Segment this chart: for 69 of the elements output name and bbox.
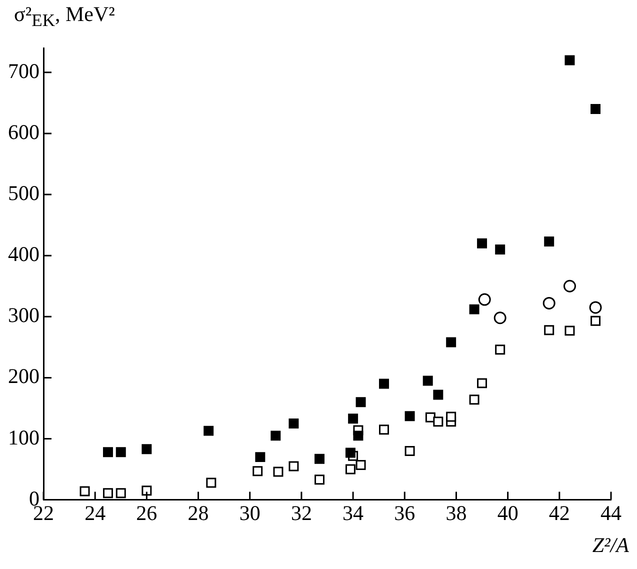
point xyxy=(404,411,415,422)
point xyxy=(356,460,366,470)
point xyxy=(252,466,263,476)
point xyxy=(356,397,366,408)
point xyxy=(590,104,601,114)
x-tick-label: 42 xyxy=(548,500,570,525)
point xyxy=(469,304,480,314)
point xyxy=(544,236,554,247)
point xyxy=(314,474,325,485)
x-tick-label: 38 xyxy=(446,500,467,525)
point xyxy=(542,296,556,310)
y-tick-label: 200 xyxy=(8,364,40,388)
x-tick-label: 44 xyxy=(600,500,622,525)
point xyxy=(469,394,480,405)
y-tick-label: 300 xyxy=(8,303,40,328)
point xyxy=(142,444,152,454)
x-tick-label: 36 xyxy=(394,500,416,525)
point xyxy=(433,390,444,400)
point xyxy=(314,454,325,464)
point xyxy=(564,326,575,336)
point xyxy=(564,55,575,66)
point xyxy=(433,416,444,427)
point xyxy=(589,301,602,314)
point xyxy=(495,344,506,355)
point xyxy=(477,378,488,388)
point xyxy=(379,424,389,435)
point xyxy=(80,486,90,496)
x-tick-label: 34 xyxy=(342,500,364,525)
x-tick-label: 40 xyxy=(497,500,518,525)
point xyxy=(494,312,506,324)
point xyxy=(446,337,456,348)
point xyxy=(102,447,113,458)
point xyxy=(204,426,214,436)
point xyxy=(563,280,576,292)
point xyxy=(422,376,433,386)
y-tick-label: 600 xyxy=(8,120,40,144)
x-tick-label: 30 xyxy=(239,500,260,525)
point xyxy=(255,452,266,462)
x-tick-label: 32 xyxy=(290,500,312,525)
y-tick-label: 400 xyxy=(8,242,40,266)
point xyxy=(495,244,506,254)
x-tick-label: 24 xyxy=(84,500,106,525)
point xyxy=(446,412,456,422)
x-axis-title: Z²/A xyxy=(592,533,629,558)
point xyxy=(404,446,415,456)
x-tick-label: 26 xyxy=(136,500,158,525)
point xyxy=(348,414,358,424)
point xyxy=(270,430,281,441)
x-tick-label: 28 xyxy=(188,500,209,525)
point xyxy=(379,378,389,389)
point xyxy=(590,316,601,326)
point xyxy=(345,448,356,458)
point xyxy=(102,488,113,498)
point xyxy=(544,325,554,336)
point xyxy=(345,464,356,474)
point xyxy=(477,238,488,248)
point xyxy=(142,486,152,496)
y-axis-title: σ²$_{EK}$, MeV² xyxy=(14,2,115,32)
point xyxy=(288,461,299,472)
point xyxy=(478,293,491,306)
point xyxy=(273,466,284,477)
point xyxy=(116,447,126,458)
point xyxy=(288,418,299,428)
y-tick-label: 100 xyxy=(8,425,40,450)
y-tick-label: 500 xyxy=(8,181,40,206)
point xyxy=(116,488,126,498)
point xyxy=(353,430,364,441)
y-tick-label: 700 xyxy=(8,58,40,83)
point xyxy=(206,478,216,488)
